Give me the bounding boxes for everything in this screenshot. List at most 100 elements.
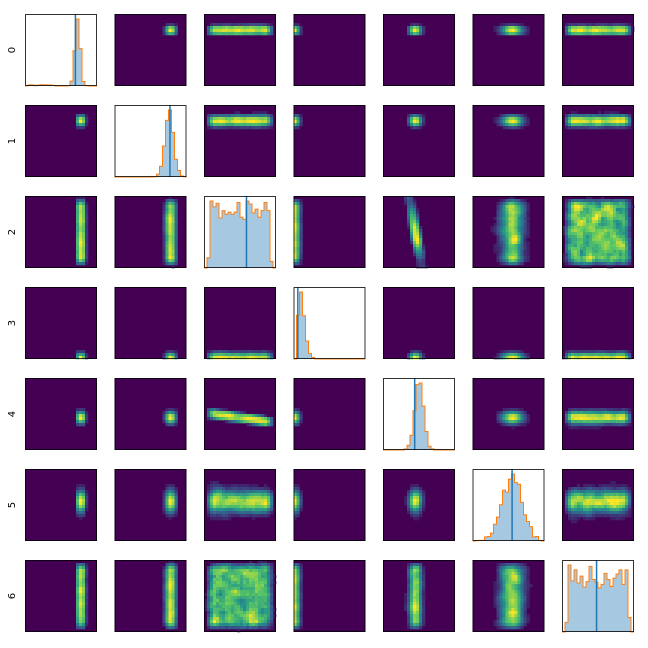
density-cell [583,417,587,421]
density-cell [210,608,214,612]
density-cell [610,408,614,412]
density-cell [234,505,238,509]
density-cell [422,614,426,618]
density-cell [168,244,172,248]
density-cell [601,241,605,245]
density-cell [171,411,175,415]
density-cell [604,253,608,257]
density-cell [607,114,611,118]
density-cell [255,423,259,427]
density-cell [410,208,414,212]
density-cell [526,575,530,579]
density-cell [76,241,80,245]
density-cell [586,414,590,418]
density-cell [216,605,220,609]
density-cell [419,496,423,500]
density-cell [607,511,611,515]
density-cell [162,232,166,236]
density-cell [568,126,572,130]
density-cell [243,602,247,606]
density-cell [598,235,602,239]
density-cell [76,238,80,242]
density-cell [416,517,420,521]
density-cell [604,490,608,494]
density-cell [410,620,414,624]
density-cell [601,202,605,206]
hist-bar [505,492,509,541]
density-cell [622,487,626,491]
density-cell [296,414,300,418]
density-cell [243,617,247,621]
density-cell [628,511,632,515]
density-cell [85,596,89,600]
density-cell [225,487,229,491]
density-cell [616,26,620,30]
density-cell [422,617,426,621]
density-cell [625,508,629,512]
density-cell [416,508,420,512]
density-cell [255,511,259,515]
density-cell [628,229,632,233]
density-cell [502,611,506,615]
density-cell [601,356,605,360]
density-cell [213,408,217,412]
density-cell [267,605,271,609]
density-cell [79,502,83,506]
density-cell [79,569,83,573]
density-cell [255,114,259,118]
density-cell [625,117,629,121]
density-cell [213,356,217,360]
density-cell [216,496,220,500]
density-cell [296,599,300,603]
density-cell [237,26,241,30]
hist-bar [264,202,267,268]
density-cell [565,505,569,509]
density-cell [225,23,229,27]
density-cell [171,229,175,233]
density-cell [508,350,512,354]
density-cell [523,229,527,233]
density-cell [508,229,512,233]
density-cell [526,235,530,239]
density-cell [174,505,178,509]
density-cell [413,496,417,500]
density-cell [246,599,250,603]
density-cell [231,490,235,494]
density-cell [568,423,572,427]
density-cell [523,423,527,427]
density-cell [85,563,89,567]
density-cell [604,202,608,206]
density-cell [270,620,274,624]
density-cell [619,487,623,491]
density-cell [219,29,223,33]
density-cell [216,505,220,509]
density-cell [213,572,217,576]
density-cell [174,605,178,609]
density-cell [571,505,575,509]
density-cell [174,244,178,248]
panel-frame [25,14,97,86]
hist-bar [502,490,506,541]
density-cell [261,602,265,606]
density-cell [252,623,256,627]
density-cell [565,496,569,500]
density-cell [565,511,569,515]
density-cell [589,232,593,236]
density-cell [234,508,238,512]
density-cell [267,496,271,500]
density-cell [577,214,581,218]
density-cell [496,602,500,606]
density-cell [299,244,303,248]
density-cell [249,623,253,627]
density-cell [174,23,178,27]
density-cell [76,602,80,606]
density-cell [249,587,253,591]
density-cell [85,411,89,415]
density-cell [508,217,512,221]
density-cell [422,250,426,254]
density-cell [511,411,515,415]
density-cell [568,229,572,233]
density-cell [246,353,250,357]
density-cell [502,32,506,36]
density-cell [592,199,596,203]
